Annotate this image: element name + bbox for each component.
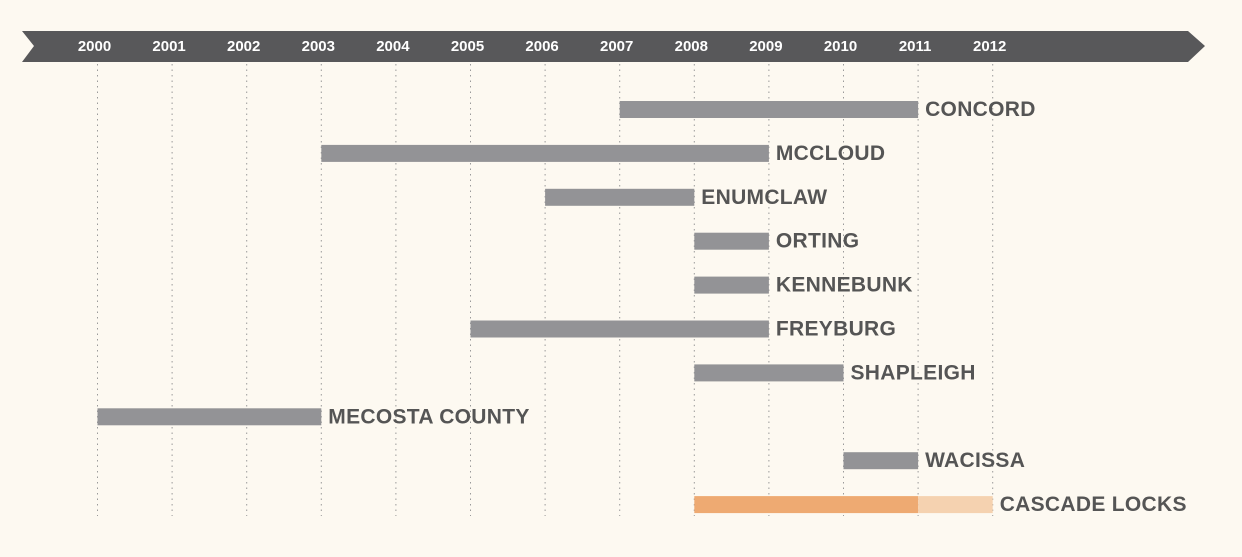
bar-orting (694, 232, 769, 250)
year-tick-2012: 2012 (973, 38, 1006, 55)
year-tick-2006: 2006 (525, 38, 558, 55)
year-tick-labels: 2000 2001 2002 2003 2004 2005 2006 2007 2008 2009… (78, 38, 1007, 55)
year-axis-band (22, 31, 1205, 62)
label-concord: CONCORD (925, 98, 1036, 121)
bar-concord (619, 101, 919, 118)
label-mecosta-county: MECOSTA COUNTY (328, 405, 529, 428)
label-cascade-locks: CASCADE LOCKS (1000, 493, 1187, 516)
year-tick-2010: 2010 (824, 38, 857, 55)
label-shapleigh: SHAPLEIGH (851, 361, 976, 384)
year-tick-2011: 2011 (899, 38, 932, 55)
bar-kennebunk (694, 276, 769, 294)
year-tick-2004: 2004 (376, 38, 410, 55)
year-tick-2008: 2008 (675, 38, 708, 55)
bar-freyburg (470, 320, 769, 338)
year-tick-2001: 2001 (152, 38, 185, 55)
bar-mccloud (321, 144, 769, 162)
label-enumclaw: ENUMCLAW (701, 186, 827, 209)
bar-wacissa (843, 452, 919, 470)
bar-cascade-locks (694, 496, 919, 514)
year-tick-2002: 2002 (227, 38, 260, 55)
year-tick-2003: 2003 (302, 38, 335, 55)
year-gridlines (97, 64, 994, 516)
label-wacissa: WACISSA (925, 449, 1025, 472)
year-tick-2007: 2007 (600, 38, 633, 55)
timeline-bars (97, 101, 993, 514)
label-orting: ORTING (776, 230, 859, 253)
label-kennebunk: KENNEBUNK (776, 274, 913, 297)
label-mccloud: MCCLOUD (776, 142, 885, 165)
label-freyburg: FREYBURG (776, 318, 896, 341)
year-tick-2000: 2000 (78, 38, 111, 55)
year-tick-2009: 2009 (749, 38, 782, 55)
bar-enumclaw (545, 188, 695, 206)
year-tick-2005: 2005 (451, 38, 484, 55)
bar-mecosta-county (97, 408, 322, 426)
bar-shapleigh (694, 364, 844, 382)
timeline-bar-labels: CONCORD MCCLOUD ENUMCLAW ORTING KENNEBUNK FRE… (328, 98, 1186, 516)
bar-extension-cascade-locks (918, 496, 993, 514)
